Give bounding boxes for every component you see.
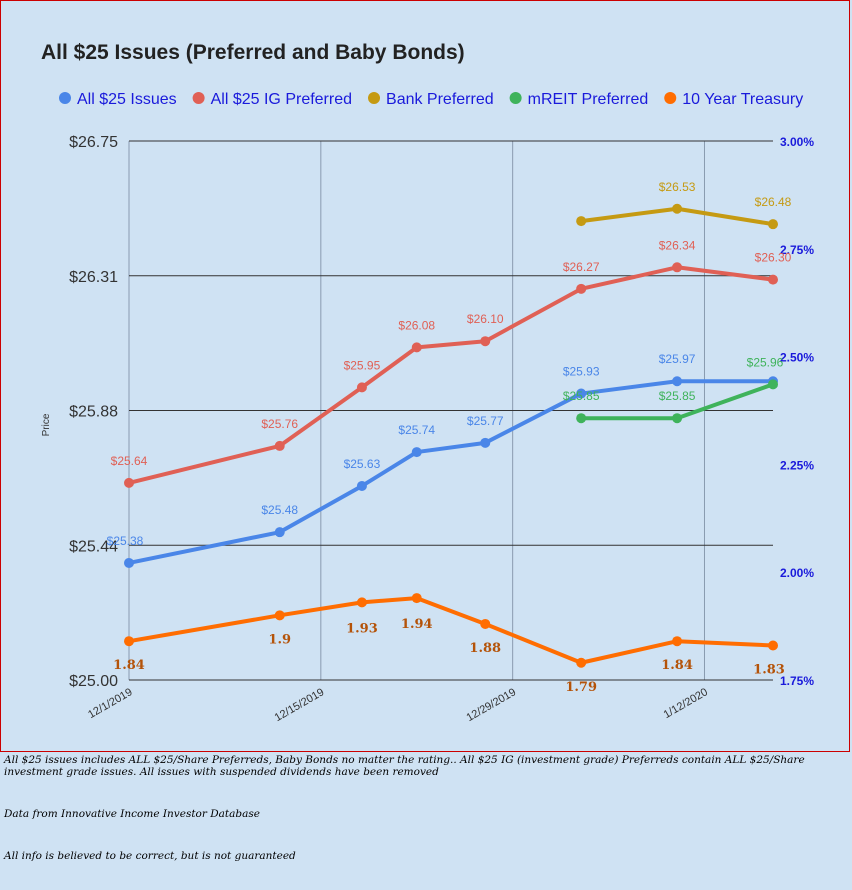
data-label-4: 1.94 <box>401 617 433 632</box>
data-label-4: 1.9 <box>268 632 291 647</box>
series-point-1 <box>124 477 134 488</box>
data-label-0: $25.93 <box>563 365 600 379</box>
series-point-4 <box>480 618 491 629</box>
data-label-4: 1.84 <box>113 658 145 673</box>
series-point-1 <box>576 283 587 294</box>
footnote-source: Data from Innovative Income Investor Dat… <box>4 808 260 820</box>
series-point-2 <box>672 203 683 214</box>
legend-label-1: All $25 IG Preferred <box>211 91 352 108</box>
data-label-1: $25.64 <box>111 454 148 468</box>
series-point-0 <box>356 480 367 491</box>
data-label-1: $25.76 <box>261 417 298 431</box>
series-point-4 <box>576 657 587 668</box>
series-point-4 <box>274 610 285 621</box>
series-point-1 <box>672 262 683 273</box>
footnote-description: All $25 issues includes ALL $25/Share Pr… <box>4 754 805 778</box>
y-tick-label: $25.88 <box>69 404 118 421</box>
x-tick-label: 12/29/2019 <box>464 686 518 724</box>
data-label-0: $25.97 <box>659 352 696 366</box>
y2-tick-label: 2.25% <box>780 458 814 472</box>
data-label-0: $25.77 <box>467 414 504 428</box>
series-point-0 <box>274 527 285 538</box>
legend-label-3: mREIT Preferred <box>528 91 649 108</box>
data-label-2: $26.48 <box>755 195 792 209</box>
legend-label-4: 10 Year Treasury <box>682 91 803 108</box>
data-label-4: 1.83 <box>753 663 785 678</box>
data-label-4: 1.93 <box>346 621 378 636</box>
series-point-1 <box>411 342 422 353</box>
data-label-4: 1.84 <box>661 658 693 673</box>
y2-tick-label: 3.00% <box>780 135 814 149</box>
series-point-3 <box>672 413 683 424</box>
series-point-2 <box>768 219 778 230</box>
series-point-0 <box>124 557 134 568</box>
y2-tick-label: 2.75% <box>780 243 814 257</box>
x-tick-label: 12/1/2019 <box>86 686 134 721</box>
y-axis-label: Price <box>41 413 52 436</box>
legend-marker-1 <box>192 92 205 104</box>
y-tick-label: $26.75 <box>69 134 118 151</box>
x-tick-label: 12/15/2019 <box>273 686 327 724</box>
series-point-1 <box>768 274 778 285</box>
series-point-3 <box>768 379 778 390</box>
y-tick-label: $25.44 <box>69 538 118 555</box>
data-label-4: 1.88 <box>469 641 501 656</box>
series-point-1 <box>480 336 491 347</box>
legend-marker-0 <box>59 92 71 104</box>
chart-frame: All $25 Issues (Preferred and Baby Bonds… <box>0 0 850 752</box>
data-label-3: $25.96 <box>747 355 784 369</box>
legend-label-0: All $25 Issues <box>77 91 177 108</box>
chart-title: All $25 Issues (Preferred and Baby Bonds… <box>41 41 465 64</box>
y2-tick-label: 2.00% <box>780 566 814 580</box>
series-point-0 <box>411 447 422 458</box>
legend-label-2: Bank Preferred <box>386 91 494 108</box>
series-point-4 <box>411 593 422 604</box>
legend-marker-3 <box>509 92 522 104</box>
data-label-3: $25.85 <box>659 389 696 403</box>
series-line-4 <box>127 596 775 665</box>
series-point-4 <box>768 640 778 651</box>
data-label-1: $26.08 <box>398 318 435 332</box>
series-point-1 <box>274 440 285 451</box>
data-label-0: $25.63 <box>344 457 381 471</box>
data-label-1: $25.95 <box>344 358 381 372</box>
series-point-0 <box>480 437 491 448</box>
data-label-0: $25.48 <box>261 503 298 517</box>
series-line-1 <box>127 265 775 485</box>
series-point-0 <box>576 388 587 399</box>
data-label-0: $25.74 <box>398 423 435 437</box>
line-chart: All $25 Issues (Preferred and Baby Bonds… <box>41 41 814 724</box>
legend-marker-2 <box>368 92 381 104</box>
data-label-1: $26.34 <box>659 238 696 252</box>
data-label-2: $26.53 <box>659 180 696 194</box>
series-line-0 <box>127 379 775 565</box>
data-label-0: $25.38 <box>107 534 144 548</box>
y2-tick-label: 1.75% <box>780 674 814 688</box>
legend-marker-4 <box>664 92 677 104</box>
y-tick-label: $25.00 <box>69 673 118 690</box>
series-point-4 <box>124 636 134 647</box>
series-point-4 <box>672 636 683 647</box>
data-label-4: 1.79 <box>565 680 597 695</box>
footnote-disclaimer: All info is believed to be correct, but … <box>4 850 296 862</box>
y-tick-label: $26.31 <box>69 269 118 286</box>
series-point-0 <box>672 376 683 387</box>
series-point-2 <box>576 216 587 227</box>
data-label-1: $26.27 <box>563 260 600 274</box>
data-label-3: $25.85 <box>563 389 600 403</box>
series-point-1 <box>356 382 367 393</box>
data-label-1: $26.10 <box>467 312 504 326</box>
series-point-4 <box>356 597 367 608</box>
x-tick-label: 1/12/2020 <box>662 686 710 721</box>
y2-tick-label: 2.50% <box>780 351 814 365</box>
data-label-1: $26.30 <box>755 251 792 265</box>
series-point-3 <box>576 413 587 424</box>
